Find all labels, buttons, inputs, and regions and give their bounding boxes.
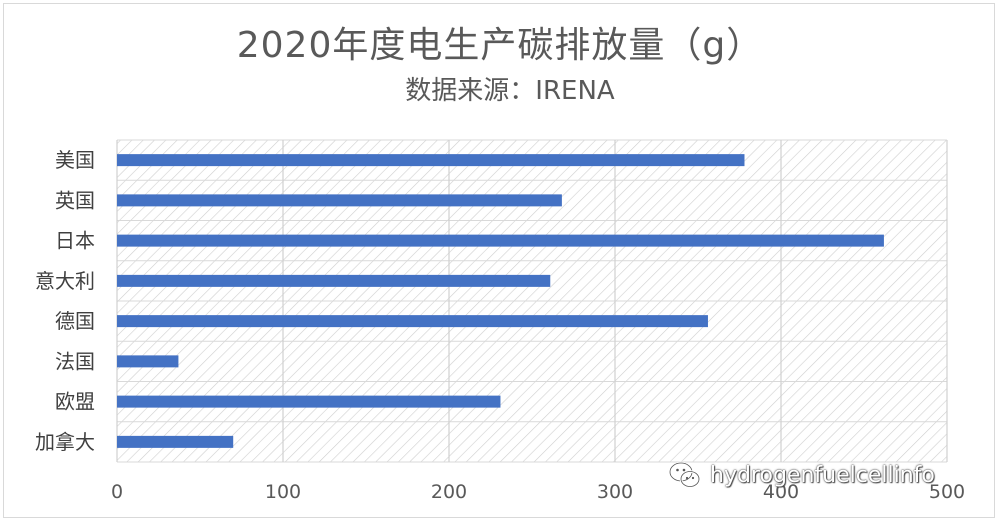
chart-title: 2020年度电生产碳排放量（g） bbox=[236, 25, 764, 66]
x-tick-label: 200 bbox=[431, 481, 467, 503]
chart-subtitle: 数据来源：IRENA bbox=[405, 76, 615, 106]
category-label: 美国 bbox=[55, 148, 95, 172]
x-tick-label: 0 bbox=[111, 481, 123, 503]
category-label: 法国 bbox=[55, 349, 95, 373]
bar bbox=[117, 274, 551, 287]
bar bbox=[117, 315, 708, 328]
category-label: 英国 bbox=[55, 188, 95, 212]
watermark-text: hydrogenfuelcellinfo bbox=[710, 462, 935, 488]
x-tick-label: 500 bbox=[929, 481, 965, 503]
bar bbox=[117, 435, 234, 448]
category-label: 加拿大 bbox=[35, 430, 95, 454]
x-tick-label: 100 bbox=[265, 481, 301, 503]
wechat-icon bbox=[668, 461, 701, 488]
bar bbox=[117, 234, 884, 247]
bars bbox=[117, 154, 884, 448]
category-label: 日本 bbox=[55, 229, 95, 253]
bar bbox=[117, 194, 562, 207]
gridlines bbox=[116, 139, 948, 463]
x-tick-label: 400 bbox=[763, 481, 799, 503]
x-tick-label: 300 bbox=[597, 481, 633, 503]
bar bbox=[117, 355, 179, 368]
bar bbox=[117, 154, 745, 167]
category-label: 意大利 bbox=[35, 269, 95, 293]
bar bbox=[117, 395, 501, 408]
category-label: 欧盟 bbox=[55, 390, 95, 414]
watermark: hydrogenfuelcellinfo bbox=[668, 455, 935, 495]
x-tick-labels: 0 100 200 300 400 500 bbox=[111, 481, 965, 503]
category-label: 德国 bbox=[55, 309, 95, 333]
